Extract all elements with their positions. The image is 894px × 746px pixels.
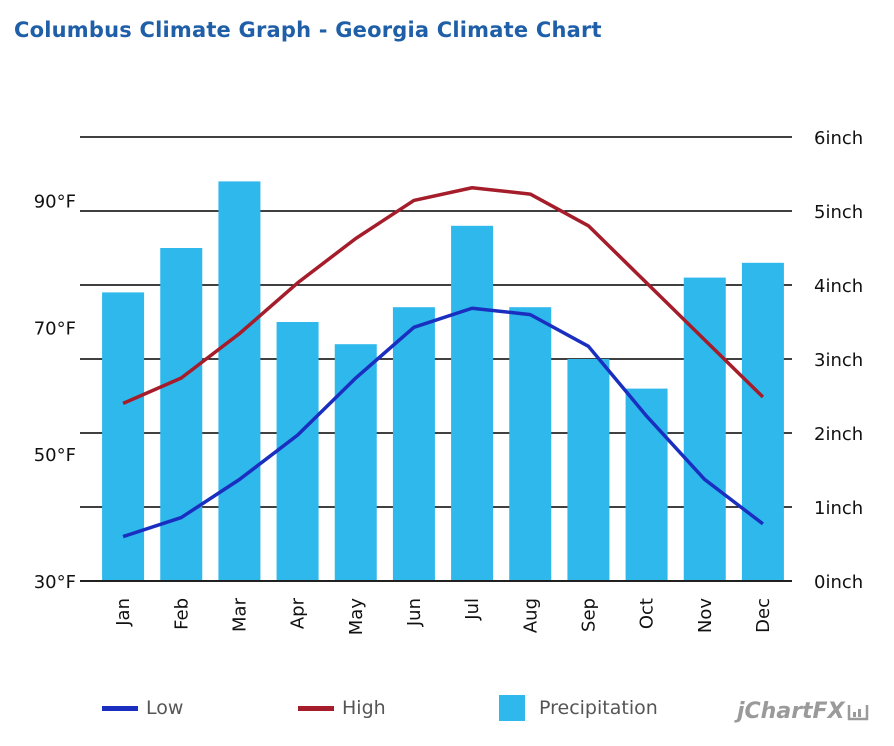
y-right-tick-label: 0inch	[814, 572, 863, 593]
bar-precipitation-jul	[451, 226, 493, 580]
x-tick-label: Jun	[404, 598, 425, 627]
y-right-tick-label: 1inch	[814, 498, 863, 519]
y-right-tick-label: 5inch	[814, 202, 863, 223]
x-tick-label: Oct	[637, 598, 658, 629]
y-right-tick-label: 3inch	[814, 350, 863, 371]
legend-swatch-precipitation	[499, 695, 525, 721]
legend-item-high[interactable]: High	[298, 697, 386, 719]
bar-precipitation-aug	[509, 307, 551, 580]
legend-swatch-high	[298, 706, 334, 711]
x-tick-label: Mar	[229, 597, 250, 632]
legend-item-low[interactable]: Low	[102, 697, 183, 719]
y-right-tick-label: 6inch	[814, 128, 863, 149]
y-right-tick-label: 2inch	[814, 424, 863, 445]
legend-label-precipitation: Precipitation	[539, 697, 658, 719]
x-tick-label: Jul	[462, 598, 483, 621]
y-left-tick-label: 50°F	[34, 445, 76, 466]
x-tick-label: Sep	[578, 598, 599, 632]
chart-canvas: 30°F 50°F 70°F 90°F 0inch 1inch 2inch 3inch 4inc…	[0, 0, 894, 690]
legend-item-precipitation[interactable]: Precipitation	[499, 695, 658, 721]
bar-precipitation-nov	[684, 278, 726, 580]
bar-precipitation-mar	[218, 181, 260, 580]
bar-precipitation-jan	[102, 292, 144, 580]
x-tick-label: Nov	[695, 598, 716, 633]
y-left-tick-label: 90°F	[34, 191, 76, 212]
x-tick-label: Feb	[171, 598, 192, 630]
bar-precipitation-feb	[160, 248, 202, 580]
legend-label-low: Low	[146, 697, 183, 719]
x-tick-label: Dec	[753, 598, 774, 633]
bar-precipitation-jun	[393, 307, 435, 580]
legend-label-high: High	[342, 697, 386, 719]
chart-brand-icon	[847, 702, 869, 722]
y-left-tick-label: 30°F	[34, 572, 76, 593]
x-tick-label: Aug	[520, 598, 541, 633]
bar-precipitation-sep	[567, 359, 609, 580]
x-tick-label: Apr	[288, 597, 309, 629]
bar-precipitation-apr	[277, 322, 319, 580]
x-tick-label: May	[346, 598, 367, 636]
brand-logo: jChartFX	[737, 699, 845, 724]
y-left-tick-label: 70°F	[34, 318, 76, 339]
x-tick-label: Jan	[113, 598, 134, 627]
legend-swatch-low	[102, 706, 138, 711]
bar-precipitation-dec	[742, 263, 784, 580]
y-right-tick-label: 4inch	[814, 276, 863, 297]
